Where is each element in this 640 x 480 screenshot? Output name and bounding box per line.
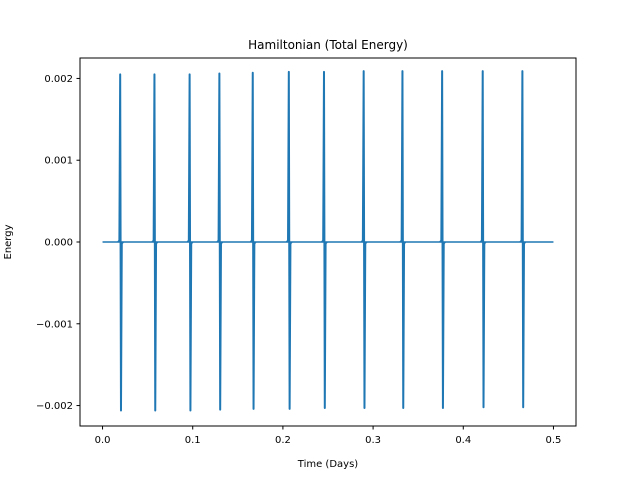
energy-spike <box>117 73 124 412</box>
y-axis-label: Energy <box>3 224 14 259</box>
plot-area <box>102 70 554 412</box>
x-axis-label: Time (Days) <box>297 459 359 470</box>
x-tick-label: 0.5 <box>546 435 562 446</box>
x-tick-label: 0.1 <box>185 435 201 446</box>
energy-spike <box>399 70 407 410</box>
y-tick-label: 0.001 <box>44 156 73 167</box>
x-tick-label: 0.4 <box>455 435 471 446</box>
energy-spike <box>249 71 257 410</box>
energy-spike <box>439 70 446 410</box>
x-tick-label: 0.3 <box>365 435 381 446</box>
energy-spike <box>360 70 368 410</box>
x-tick-label: 0.2 <box>275 435 291 446</box>
energy-spike <box>321 70 328 410</box>
energy-spike <box>519 70 527 409</box>
y-tick-label: 0.002 <box>44 74 73 85</box>
energy-spike <box>285 70 293 410</box>
x-axis: 0.0 0.1 0.2 0.3 0.4 0.5 <box>95 426 562 446</box>
energy-spike <box>479 70 487 409</box>
y-tick-label: −0.002 <box>36 401 73 412</box>
energy-spike <box>186 73 194 412</box>
x-tick-label: 0.0 <box>95 435 111 446</box>
energy-spike <box>151 73 159 412</box>
y-tick-label: −0.001 <box>36 319 73 330</box>
chart-title: Hamiltonian (Total Energy) <box>248 38 408 52</box>
energy-spike <box>216 72 224 411</box>
y-tick-label: 0.000 <box>44 238 73 249</box>
y-axis: 0.002 0.001 0.000 −0.001 −0.002 <box>36 74 80 412</box>
